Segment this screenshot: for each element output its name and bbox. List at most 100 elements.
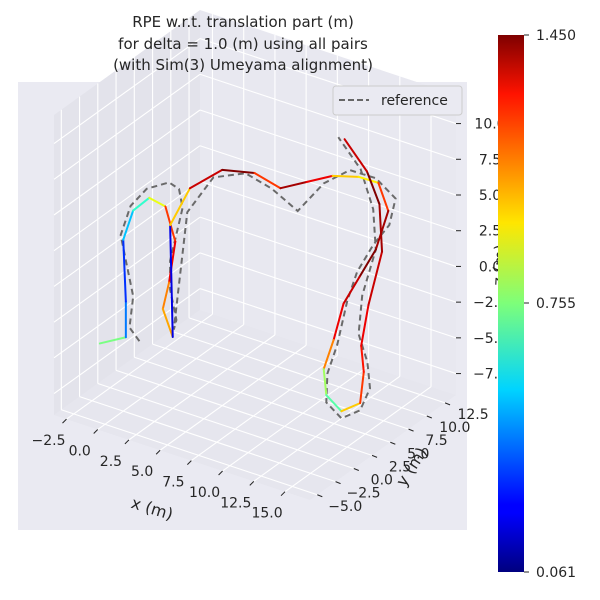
- y-tick-mark: [426, 415, 432, 419]
- x-axis-ticks: −2.50.0 2.5 5.0 7.5 10.012.515.0: [31, 418, 286, 522]
- y-axis-ticks: −5.0−2.50.02.55.07.510.012.5: [317, 402, 489, 515]
- estimate-segment: [343, 138, 368, 173]
- colorbar: [498, 35, 524, 572]
- colorbar-mid-label: 0.755: [536, 296, 576, 312]
- grid-line: [53, 288, 201, 395]
- grid-line: [159, 344, 307, 451]
- grid-line: [222, 365, 369, 472]
- x-tick-label: 2.5: [100, 454, 122, 470]
- estimate-segment: [360, 303, 370, 347]
- estimate-segment: [279, 181, 308, 190]
- estimate-segment: [358, 248, 377, 278]
- estimate-segment: [322, 368, 328, 397]
- grid-line: [199, 145, 457, 232]
- estimate-segment: [168, 240, 177, 284]
- y-tick-label: −2.5: [347, 486, 381, 502]
- estimate-segment: [331, 174, 360, 178]
- x-tick-mark: [124, 439, 130, 445]
- grid-line: [61, 409, 318, 496]
- grid-line: [191, 355, 338, 462]
- grid-line: [199, 252, 457, 339]
- grid-line: [97, 324, 245, 430]
- z-tick-label: 7.5: [479, 152, 501, 168]
- estimate-segment: [325, 394, 343, 413]
- y-tick-label: 5.0: [407, 446, 429, 462]
- grid-line: [53, 145, 201, 252]
- estimate-segment: [169, 187, 191, 227]
- grid-line: [53, 38, 201, 145]
- x-tick-mark: [280, 491, 286, 497]
- estimate-segment: [122, 209, 135, 241]
- x-tick-mark: [249, 480, 255, 486]
- estimate-segment: [322, 338, 335, 371]
- estimate-segment: [188, 168, 224, 190]
- estimate-segment: [221, 168, 256, 174]
- estimate-segment: [122, 238, 127, 303]
- z-tick-label: 2.5: [479, 224, 501, 240]
- grid-line: [53, 73, 201, 180]
- y-tick-mark: [317, 494, 323, 498]
- y-tick-mark: [408, 428, 414, 432]
- grid-line: [199, 109, 457, 196]
- y-tick-label: 7.5: [425, 433, 447, 449]
- grid-line: [53, 252, 201, 359]
- estimate-segment: [374, 209, 390, 251]
- estimate-segment: [161, 281, 171, 310]
- colorbar-max-label: 1.450: [536, 28, 576, 44]
- estimate-segment: [161, 307, 174, 338]
- y-tick-label: 2.5: [389, 459, 411, 475]
- estimate-segment: [360, 344, 365, 373]
- y-tick-label: 0.0: [371, 473, 393, 489]
- grid-line: [199, 180, 457, 267]
- x-tick-mark: [62, 418, 67, 424]
- estimate-segment: [169, 224, 174, 338]
- x-tick-mark: [155, 449, 161, 455]
- grid-line: [199, 288, 457, 375]
- grid-line: [53, 109, 201, 216]
- y-tick-mark: [444, 402, 451, 406]
- estimate-segment: [340, 402, 362, 413]
- grid-line: [66, 313, 213, 420]
- x-tick-mark: [218, 470, 223, 476]
- grid-line: [134, 356, 391, 443]
- grid-line: [128, 334, 276, 441]
- legend-box: [332, 85, 463, 116]
- grid-line: [170, 330, 427, 417]
- chart-title-line-2: for delta = 1.0 (m) using all pairs: [118, 35, 368, 53]
- chart-title-line-1: RPE w.r.t. translation part (m): [132, 13, 354, 31]
- x-tick-label: 15.0: [251, 506, 282, 522]
- x-tick-label: 10.0: [189, 485, 220, 501]
- grid-line: [97, 382, 354, 470]
- estimate-segment: [365, 170, 381, 206]
- estimate-segment: [378, 203, 384, 253]
- grid-line: [199, 73, 457, 160]
- y-tick-label: 10.0: [439, 420, 470, 436]
- x-tick-label: −2.5: [31, 433, 65, 449]
- y-tick-label: −5.0: [328, 499, 362, 515]
- estimate-segment: [377, 181, 390, 212]
- grid-line: [253, 375, 401, 482]
- colorbar-min-label: 0.061: [536, 565, 576, 581]
- trajectory-layer: [98, 136, 397, 420]
- reference-trajectory: [119, 136, 397, 420]
- 3d-panes: [54, 10, 456, 500]
- estimate-segment: [132, 196, 151, 212]
- estimate-segment: [357, 175, 380, 184]
- estimate-segment: [332, 302, 345, 341]
- x-tick-label: 0.0: [69, 444, 91, 460]
- y-tick-mark: [353, 468, 359, 471]
- y-tick-mark: [371, 454, 378, 458]
- legend-reference-label: reference: [381, 93, 448, 109]
- estimate-segment: [367, 250, 384, 306]
- grid-line: [115, 369, 373, 456]
- grid-line: [152, 343, 409, 430]
- legend: reference: [332, 85, 463, 116]
- grid-line: [79, 396, 336, 483]
- z-tick-label: 5.0: [479, 188, 501, 204]
- estimate-segment: [359, 370, 365, 405]
- estimate-segment: [305, 174, 334, 184]
- x-tick-mark: [187, 460, 192, 465]
- x-tick-label: 12.5: [220, 495, 251, 511]
- z-tick-label: 10.0: [474, 117, 505, 133]
